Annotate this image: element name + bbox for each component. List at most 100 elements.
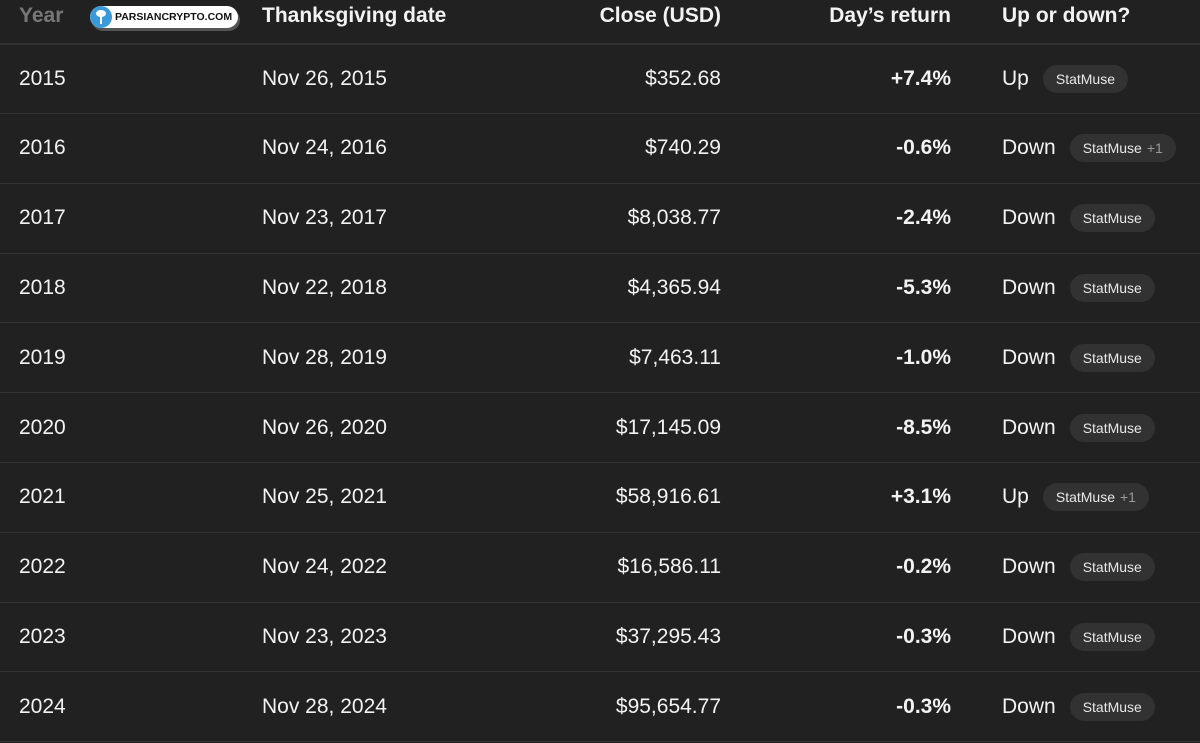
direction-cell: Down StatMuse — [1002, 184, 1155, 253]
table-row: 2018 Nov 22, 2018 $4,365.94 -5.3% Down S… — [0, 253, 1200, 324]
date-cell: Nov 23, 2023 — [262, 624, 387, 648]
year-cell: 2016 — [19, 136, 66, 160]
extra-sources-count: +1 — [1120, 489, 1136, 506]
date-cell: Nov 26, 2015 — [262, 66, 387, 90]
source-badge[interactable]: StatMuse — [1069, 553, 1155, 582]
source-label: StatMuse — [1082, 140, 1142, 157]
date-cell: Nov 26, 2020 — [262, 415, 387, 439]
date-cell: Nov 28, 2019 — [262, 345, 387, 369]
table-row: 2016 Nov 24, 2016 $740.29 -0.6% Down Sta… — [0, 114, 1200, 184]
close-cell: $37,295.43 — [615, 624, 721, 648]
table-row: 2024 Nov 28, 2024 $95,654.77 -0.3% Down … — [0, 672, 1200, 743]
source-badge[interactable]: StatMuse — [1069, 204, 1155, 233]
close-cell: $740.29 — [645, 136, 721, 160]
direction-cell: Down StatMuse — [1002, 533, 1155, 602]
direction-cell: Down StatMuse — [1002, 672, 1155, 741]
table-row: 2022 Nov 24, 2022 $16,586.11 -0.2% Down … — [0, 533, 1200, 603]
source-badge[interactable]: StatMuse +1 — [1042, 483, 1149, 512]
return-cell: -2.4% — [896, 206, 951, 230]
source-label: StatMuse — [1082, 628, 1142, 645]
year-cell: 2024 — [19, 694, 66, 718]
source-badge[interactable]: StatMuse — [1042, 64, 1128, 93]
direction-text: Down — [1002, 415, 1056, 439]
direction-text: Down — [1002, 345, 1056, 369]
source-badge[interactable]: StatMuse +1 — [1069, 134, 1176, 163]
year-cell: 2020 — [19, 415, 66, 439]
direction-text: Up — [1002, 66, 1029, 90]
source-label: StatMuse — [1082, 559, 1142, 576]
return-cell: -0.3% — [896, 624, 951, 648]
year-cell: 2015 — [19, 66, 66, 90]
return-cell: -0.6% — [896, 136, 951, 160]
direction-cell: Down StatMuse — [1002, 253, 1155, 322]
close-cell: $16,586.11 — [617, 555, 721, 579]
source-label: StatMuse — [1055, 489, 1115, 506]
direction-text: Down — [1002, 136, 1056, 160]
source-badge[interactable]: StatMuse — [1069, 692, 1155, 721]
direction-text: Down — [1002, 624, 1056, 648]
table-row: 2023 Nov 23, 2023 $37,295.43 -0.3% Down … — [0, 602, 1200, 673]
close-cell: $8,038.77 — [627, 206, 721, 230]
source-label: StatMuse — [1082, 698, 1142, 715]
close-cell: $58,916.61 — [615, 485, 721, 509]
year-cell: 2017 — [19, 206, 66, 230]
direction-cell: Down StatMuse — [1002, 323, 1155, 392]
source-label: StatMuse — [1082, 210, 1142, 227]
header-return: Day’s return — [829, 3, 951, 27]
direction-text: Down — [1002, 555, 1056, 579]
close-cell: $352.68 — [645, 66, 721, 90]
tree-icon — [90, 6, 112, 28]
direction-text: Down — [1002, 275, 1056, 299]
return-cell: -0.3% — [896, 694, 951, 718]
return-cell: +3.1% — [890, 485, 951, 509]
header-direction: Up or down? — [1002, 3, 1131, 27]
close-cell: $7,463.11 — [629, 345, 721, 369]
date-cell: Nov 22, 2018 — [262, 275, 387, 299]
direction-cell: Up StatMuse — [1002, 44, 1128, 113]
watermark-text: PARSIANCRYPTO.COM — [115, 11, 233, 23]
source-badge[interactable]: StatMuse — [1069, 273, 1155, 302]
direction-text: Up — [1002, 485, 1029, 509]
source-badge[interactable]: StatMuse — [1069, 413, 1155, 442]
return-cell: +7.4% — [890, 66, 951, 90]
watermark-logo: PARSIANCRYPTO.COM — [90, 6, 239, 28]
year-cell: 2021 — [19, 485, 66, 509]
source-badge[interactable]: StatMuse — [1069, 622, 1155, 651]
date-cell: Nov 25, 2021 — [262, 485, 387, 509]
return-cell: -8.5% — [896, 415, 951, 439]
source-badge[interactable]: StatMuse — [1069, 343, 1155, 372]
header-date: Thanksgiving date — [262, 3, 447, 27]
date-cell: Nov 28, 2024 — [262, 694, 387, 718]
date-cell: Nov 24, 2016 — [262, 136, 387, 160]
direction-cell: Down StatMuse — [1002, 602, 1155, 671]
close-cell: $4,365.94 — [627, 275, 721, 299]
table-row: 2017 Nov 23, 2017 $8,038.77 -2.4% Down S… — [0, 184, 1200, 254]
direction-text: Down — [1002, 694, 1056, 718]
table-row: 2021 Nov 25, 2021 $58,916.61 +3.1% Up St… — [0, 463, 1200, 533]
direction-cell: Down StatMuse +1 — [1002, 114, 1176, 183]
close-cell: $17,145.09 — [615, 415, 721, 439]
table-header: Year Thanksgiving date Close (USD) Day’s… — [0, 0, 1200, 45]
return-cell: -5.3% — [896, 275, 951, 299]
table-row: 2015 Nov 26, 2015 $352.68 +7.4% Up StatM… — [0, 44, 1200, 114]
return-cell: -1.0% — [896, 345, 951, 369]
source-label: StatMuse — [1082, 349, 1142, 366]
date-cell: Nov 24, 2022 — [262, 555, 387, 579]
direction-cell: Down StatMuse — [1002, 393, 1155, 462]
return-cell: -0.2% — [896, 555, 951, 579]
year-cell: 2023 — [19, 624, 66, 648]
table-row: 2019 Nov 28, 2019 $7,463.11 -1.0% Down S… — [0, 323, 1200, 394]
year-cell: 2018 — [19, 275, 66, 299]
direction-text: Down — [1002, 206, 1056, 230]
close-cell: $95,654.77 — [615, 694, 721, 718]
header-close: Close (USD) — [599, 3, 721, 27]
source-label: StatMuse — [1082, 279, 1142, 296]
year-cell: 2019 — [19, 345, 66, 369]
date-cell: Nov 23, 2017 — [262, 206, 387, 230]
header-year: Year — [19, 3, 64, 27]
year-cell: 2022 — [19, 555, 66, 579]
direction-cell: Up StatMuse +1 — [1002, 463, 1149, 532]
table-row: 2020 Nov 26, 2020 $17,145.09 -8.5% Down … — [0, 393, 1200, 463]
extra-sources-count: +1 — [1146, 140, 1163, 157]
source-label: StatMuse — [1055, 70, 1115, 87]
